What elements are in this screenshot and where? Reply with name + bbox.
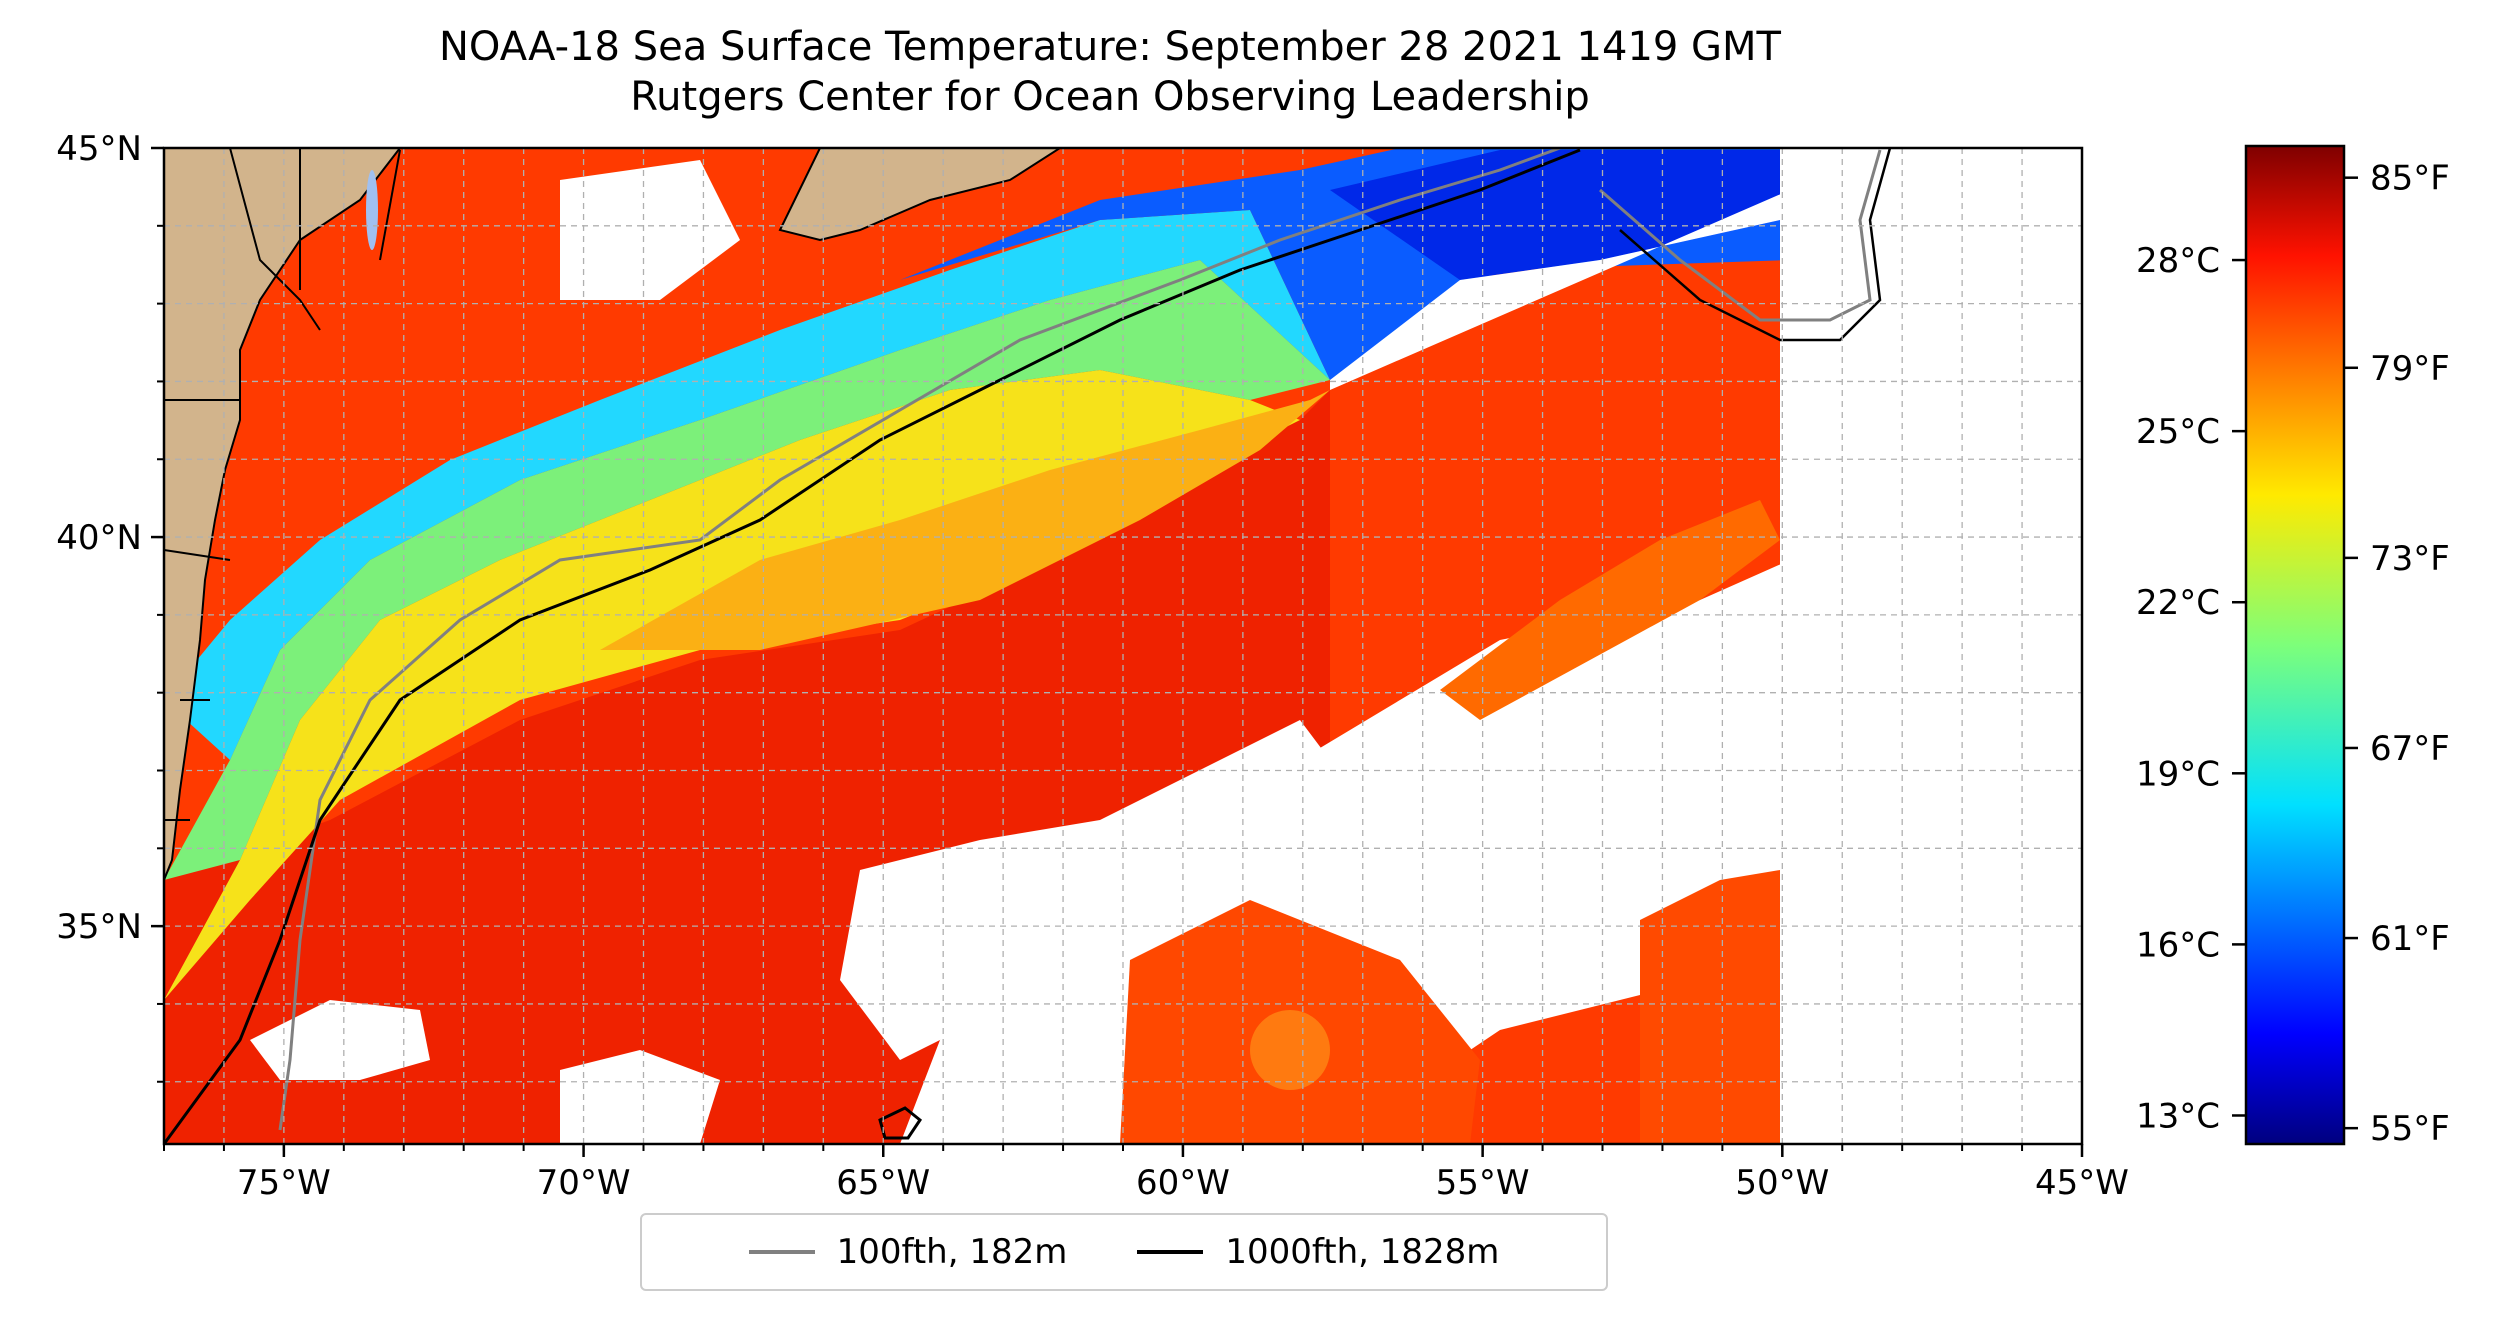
legend-entry-1000fth: 1000fth, 1828m — [1137, 1232, 1499, 1272]
sst-shelf-cyan — [164, 210, 1330, 760]
lon-tick-label: 65°W — [836, 1163, 930, 1203]
lon-tick-label: 45°W — [2035, 1163, 2129, 1203]
lon-tick-label: 50°W — [1735, 1163, 1829, 1203]
isobath-legend: 100fth, 182m 1000fth, 1828m — [640, 1213, 1608, 1291]
cloud-patch-central — [560, 1050, 720, 1144]
sst-shelf-green — [164, 260, 1330, 880]
legend-entry-100fth: 100fth, 182m — [748, 1232, 1068, 1272]
land-north-america — [164, 148, 402, 881]
lake-champlain — [366, 170, 378, 250]
title-line-1: NOAA-18 Sea Surface Temperature: Septemb… — [439, 24, 1781, 70]
title-line-2: Rutgers Center for Ocean Observing Leade… — [630, 74, 1590, 120]
sst-eddy-core — [1250, 1010, 1330, 1090]
lon-tick-label: 55°W — [1436, 1163, 1530, 1203]
sst-slope-water-orange — [600, 390, 1330, 650]
cloud-patch-northwest — [560, 160, 740, 300]
chart-title: NOAA-18 Sea Surface Temperature: Septemb… — [0, 22, 2220, 122]
lat-tick-label: 40°N — [56, 518, 142, 558]
sst-east-patch-2 — [1640, 870, 1780, 1144]
latitude-axis: 45°N 40°N 35°N — [56, 129, 164, 1083]
isobath-1000fth-line — [164, 148, 1581, 1144]
cloud-patch-southwest — [250, 1000, 430, 1080]
cloud-mask-far-east — [1780, 148, 2082, 1144]
legend-label-1000fth: 1000fth, 1828m — [1225, 1232, 1500, 1272]
isobath-100fth-northeast — [1599, 149, 1882, 322]
lat-tick-label: 45°N — [56, 129, 142, 169]
lat-tick-label: 35°N — [56, 907, 142, 947]
lon-tick-label: 60°W — [1136, 1163, 1230, 1203]
isobath-100fth-line — [278, 148, 1561, 1131]
legend-swatch-100fth — [748, 1250, 815, 1254]
legend-swatch-1000fth — [1137, 1250, 1204, 1254]
cloud-patch-south — [840, 720, 1330, 1060]
sst-east-patch-1 — [1440, 500, 1780, 720]
lon-tick-label: 75°W — [237, 1163, 331, 1203]
gridlines — [163, 147, 2083, 1144]
land-nova-scotia — [778, 148, 1062, 242]
seamount-contour — [878, 1106, 923, 1140]
lon-tick-label: 70°W — [537, 1163, 631, 1203]
legend-label-100fth: 100fth, 182m — [836, 1232, 1068, 1272]
state-borders — [164, 148, 401, 821]
longitude-axis: 75°W 70°W 65°W 60°W 55°W 50°W 45°W — [163, 1144, 2129, 1203]
isobath-1000fth-northeast — [1619, 148, 1892, 342]
sst-north-dark-blue — [1330, 150, 1780, 280]
